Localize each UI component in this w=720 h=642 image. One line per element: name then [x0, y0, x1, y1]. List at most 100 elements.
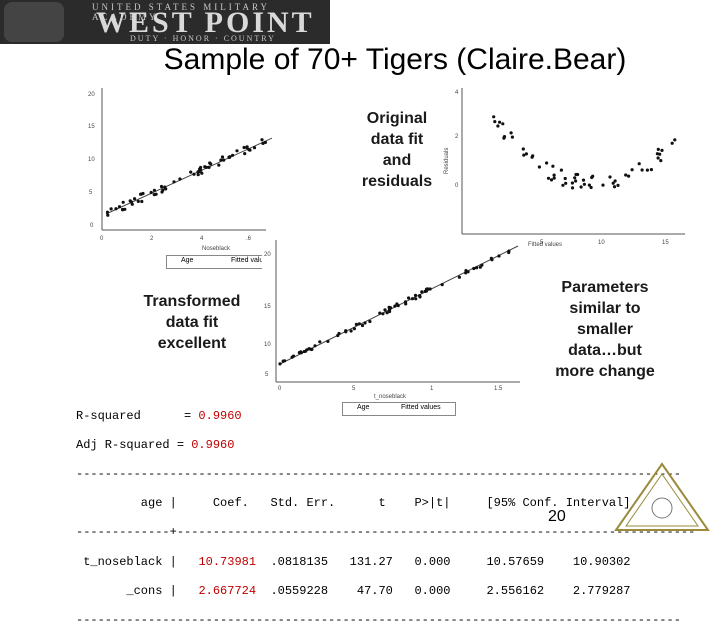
- p2-point: [656, 156, 660, 160]
- p3-point: [326, 339, 330, 343]
- p2-point: [640, 168, 644, 172]
- p1-point: [189, 170, 193, 174]
- p3-point: [407, 296, 411, 300]
- adjr2-value: 0.9960: [191, 437, 235, 452]
- p2-point: [510, 135, 514, 139]
- r2-value: 0.9960: [198, 408, 242, 423]
- p1-point: [152, 188, 156, 192]
- plot-residuals: Residuals 4 2 0 0 5 10 15 Fitted values: [440, 84, 690, 250]
- label-original-line-3: and: [382, 152, 412, 169]
- p2-point: [627, 174, 631, 178]
- p1-point: [231, 153, 235, 157]
- plot-transformed-fit: 20 15 10 5 0 5 1 1.5 t_noseblack Age Fit…: [262, 236, 526, 416]
- p2-point: [660, 148, 664, 152]
- p3-point: [396, 304, 400, 308]
- p3-point: [393, 304, 397, 308]
- label-original: Original data fit and residuals: [352, 108, 442, 192]
- p1-point: [140, 199, 144, 204]
- p2-point: [521, 147, 525, 151]
- p3-point: [281, 359, 285, 363]
- p1-xlabel: Noseblack: [202, 246, 231, 252]
- p1-point: [178, 177, 182, 181]
- p1-xtick-4: 4: [200, 236, 204, 242]
- header-right: Coef. Std. Err. t P>|t| [95% Conf. Inter…: [176, 496, 631, 511]
- p2-point: [637, 162, 641, 166]
- p2-point: [537, 165, 541, 169]
- p1-point: [204, 165, 208, 169]
- p2-point: [564, 181, 568, 185]
- p2-point: [509, 131, 513, 135]
- p1-point: [196, 170, 200, 174]
- p3-point: [378, 311, 382, 315]
- adjr2-line: Adj R-squared = 0.9960: [76, 438, 695, 453]
- p3-point: [475, 266, 479, 270]
- p1-point: [227, 155, 231, 159]
- table-divider-mid: -------------+--------------------------…: [76, 525, 696, 540]
- p1-point: [152, 193, 156, 197]
- eagle-logo-icon: [4, 2, 64, 42]
- p3-point: [507, 250, 511, 255]
- p2-point: [570, 181, 574, 185]
- p1-point: [243, 152, 247, 156]
- p2-point: [630, 168, 634, 172]
- p2-point: [573, 176, 577, 180]
- label-original-line-4: residuals: [361, 173, 433, 190]
- p3-point: [349, 329, 353, 333]
- p1-xtick-0: 0: [100, 236, 104, 242]
- p3-xlabel: t_noseblack: [374, 394, 407, 400]
- p3-point: [424, 289, 428, 293]
- p3-point: [318, 340, 322, 344]
- p3-point: [368, 319, 372, 324]
- p3-point: [360, 323, 365, 328]
- p1-point: [172, 180, 176, 184]
- seal-logo-icon: [612, 460, 712, 532]
- p2-point: [545, 161, 549, 165]
- p3-point: [404, 302, 408, 306]
- p1-point: [235, 149, 239, 153]
- p3-point: [414, 297, 418, 301]
- table-divider-top: ----------------------------------------…: [76, 466, 681, 481]
- p3-point: [291, 354, 296, 358]
- p2-point: [502, 135, 507, 139]
- p3-point: [352, 327, 356, 331]
- p3-point: [464, 271, 468, 275]
- p1-point: [219, 158, 223, 162]
- p1-point: [139, 192, 143, 196]
- p3-point: [388, 309, 392, 314]
- header-left: age |: [76, 496, 177, 511]
- p1-point: [123, 207, 127, 211]
- p3-xtick-5: 5: [352, 386, 356, 392]
- p3-point: [440, 283, 444, 287]
- label-parameters-line-2: similar to: [569, 300, 641, 317]
- p3-point: [381, 312, 385, 316]
- p1-xtick-2: 2: [150, 236, 154, 242]
- p3-legend-age: Age: [357, 404, 370, 411]
- p2-point: [579, 185, 583, 189]
- p1-points: [105, 138, 267, 217]
- p2-point: [670, 141, 674, 145]
- p2-xtick-10: 10: [598, 240, 605, 246]
- regression-output: R-squared = 0.9960 Adj R-squared = 0.996…: [76, 394, 695, 642]
- row-rest: .0818135 131.27 0.000 10.57659 10.90302: [256, 554, 631, 569]
- r2-line: R-squared = 0.9960: [76, 409, 695, 424]
- p1-point: [133, 197, 137, 201]
- p1-xtick-6: .6: [246, 236, 252, 242]
- p3-point: [336, 333, 340, 338]
- p2-point: [611, 181, 615, 185]
- p3-point: [420, 290, 424, 294]
- p2-xlabel: Fitted values: [528, 242, 562, 248]
- p3-ytick-10: 10: [264, 342, 271, 348]
- p1-point: [220, 155, 225, 159]
- table-divider-bottom: ----------------------------------------…: [76, 612, 681, 627]
- p3-point: [313, 344, 317, 348]
- p2-point: [493, 120, 497, 124]
- p2-point: [546, 176, 551, 180]
- p1-point: [199, 168, 203, 172]
- banner-tagline: DUTY · HONOR · COUNTRY: [130, 34, 276, 43]
- p1-ytick-15: 15: [88, 124, 95, 130]
- p3-point: [357, 322, 361, 326]
- p3-point: [303, 349, 308, 353]
- p1-point: [192, 172, 196, 176]
- p2-point: [613, 179, 617, 183]
- p1-point: [196, 173, 200, 177]
